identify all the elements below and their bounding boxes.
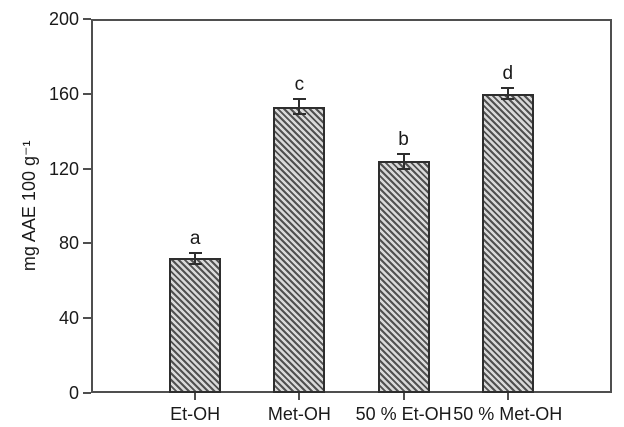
y-axis-label: mg AAE 100 g⁻¹ bbox=[19, 140, 40, 272]
significance-letter: d bbox=[502, 63, 514, 85]
significance-letter: a bbox=[189, 227, 201, 249]
error-bar-cap-bottom bbox=[292, 113, 306, 116]
y-tick-label: 40 bbox=[58, 308, 79, 329]
significance-letter: b bbox=[398, 128, 409, 150]
bar bbox=[481, 93, 534, 393]
error-bar bbox=[506, 88, 509, 100]
y-tick-mark bbox=[83, 18, 91, 20]
x-tick-label: 50 % Et-OH bbox=[355, 404, 452, 424]
error-bar-cap-bottom bbox=[188, 262, 202, 265]
x-tick-mark bbox=[194, 393, 197, 400]
error-bar-cap-top bbox=[501, 87, 515, 90]
y-tick-label: 160 bbox=[48, 83, 79, 104]
x-tick-mark bbox=[402, 393, 405, 400]
x-tick-mark bbox=[298, 393, 301, 400]
error-bar-cap-top bbox=[397, 152, 411, 155]
error-bar-cap-top bbox=[188, 251, 202, 254]
x-tick-label: 50 % Met-OH bbox=[453, 404, 563, 424]
error-bar-cap-top bbox=[292, 98, 306, 101]
y-tick-label: 80 bbox=[58, 233, 79, 254]
y-tick-label: 200 bbox=[48, 9, 79, 29]
x-tick-label: Et-OH bbox=[170, 404, 221, 424]
y-tick-mark bbox=[83, 242, 91, 245]
bar bbox=[273, 106, 326, 393]
x-tick-mark bbox=[506, 393, 509, 400]
y-tick-label: 120 bbox=[48, 158, 79, 179]
error-bar bbox=[402, 153, 405, 169]
error-bar bbox=[194, 252, 197, 264]
y-tick-mark bbox=[83, 392, 91, 394]
error-bar bbox=[298, 99, 301, 115]
significance-letter: c bbox=[294, 74, 305, 96]
error-bar-cap-bottom bbox=[397, 167, 411, 170]
bar bbox=[377, 161, 430, 393]
y-tick-mark bbox=[83, 92, 91, 95]
x-tick-label: Met-OH bbox=[267, 404, 331, 424]
error-bar-cap-bottom bbox=[501, 98, 515, 101]
bar bbox=[169, 258, 222, 393]
y-tick-mark bbox=[83, 317, 91, 320]
y-tick-label: 0 bbox=[68, 383, 79, 403]
y-tick-mark bbox=[83, 167, 91, 170]
